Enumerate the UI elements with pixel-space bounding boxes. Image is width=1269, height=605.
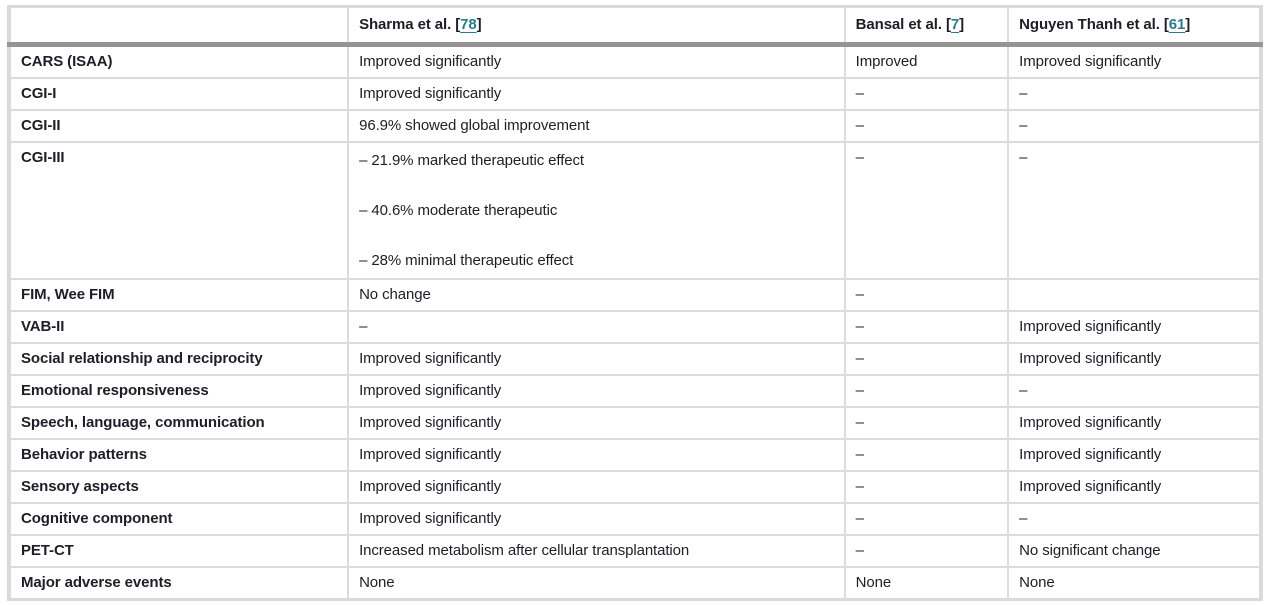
cell-nguyen: – bbox=[1007, 109, 1261, 142]
cell-sharma: Improved significantly bbox=[347, 438, 845, 471]
row-label: PET-CT bbox=[9, 534, 349, 567]
header-row: Sharma et al. [78] Bansal et al. [7] Ngu… bbox=[9, 6, 1261, 47]
row-label: CGI-III bbox=[9, 141, 349, 279]
cell-nguyen: – bbox=[1007, 141, 1261, 279]
cell-bansal: – bbox=[843, 438, 1009, 471]
citation-link-78[interactable]: 78 bbox=[460, 16, 477, 33]
cell-nguyen: Improved significantly bbox=[1007, 310, 1261, 343]
table-row: Social relationship and reciprocity Impr… bbox=[9, 342, 1261, 375]
table-row: CGI-II 96.9% showed global improvement –… bbox=[9, 109, 1261, 142]
cell-sharma: – bbox=[347, 310, 845, 343]
cell-sharma: Improved significantly bbox=[347, 43, 845, 78]
table-row: Sensory aspects Improved significantly –… bbox=[9, 470, 1261, 503]
cell-bansal: – bbox=[843, 502, 1009, 535]
cell-bansal: – bbox=[843, 374, 1009, 407]
cell-bansal: – bbox=[843, 310, 1009, 343]
table-row: PET-CT Increased metabolism after cellul… bbox=[9, 534, 1261, 567]
row-label: Social relationship and reciprocity bbox=[9, 342, 349, 375]
table-row: Major adverse events None None None bbox=[9, 566, 1261, 600]
cell-bansal: – bbox=[843, 109, 1009, 142]
cell-nguyen: Improved significantly bbox=[1007, 406, 1261, 439]
row-label: Major adverse events bbox=[9, 566, 349, 600]
cell-nguyen bbox=[1007, 278, 1261, 311]
cell-nguyen: Improved significantly bbox=[1007, 43, 1261, 78]
cell-sharma: None bbox=[347, 566, 845, 600]
study-name: Bansal et al. bbox=[855, 16, 942, 33]
cell-sharma: Increased metabolism after cellular tran… bbox=[347, 534, 845, 567]
table-row: CGI-III – 21.9% marked therapeutic effec… bbox=[9, 141, 1261, 279]
citation-link-61[interactable]: 61 bbox=[1168, 16, 1186, 33]
table-row: CARS (ISAA) Improved significantly Impro… bbox=[9, 43, 1261, 78]
cell-nguyen: None bbox=[1007, 566, 1261, 600]
row-label: CARS (ISAA) bbox=[9, 43, 349, 78]
row-label: CGI-II bbox=[9, 109, 349, 142]
table-row: FIM, Wee FIM No change – bbox=[9, 278, 1261, 311]
row-label: Emotional responsiveness bbox=[9, 374, 349, 407]
row-label: Behavior patterns bbox=[9, 438, 349, 471]
cell-sharma: – 21.9% marked therapeutic effect – 40.6… bbox=[347, 141, 845, 279]
cell-nguyen: – bbox=[1007, 374, 1261, 407]
row-label: Sensory aspects bbox=[9, 470, 349, 503]
row-label: CGI-I bbox=[9, 77, 349, 110]
cell-bansal: – bbox=[843, 534, 1009, 567]
cell-bansal: Improved bbox=[843, 43, 1009, 78]
cell-bansal: – bbox=[843, 342, 1009, 375]
column-header-bansal: Bansal et al. [7] bbox=[843, 6, 1009, 47]
row-label: Speech, language, communication bbox=[9, 406, 349, 439]
table-row: Speech, language, communication Improved… bbox=[9, 406, 1261, 439]
table-row: CGI-I Improved significantly – – bbox=[9, 77, 1261, 110]
cell-nguyen: Improved significantly bbox=[1007, 342, 1261, 375]
cell-sharma: Improved significantly bbox=[347, 374, 845, 407]
cell-sharma: Improved significantly bbox=[347, 470, 845, 503]
column-header-nguyen: Nguyen Thanh et al. [61] bbox=[1007, 6, 1261, 47]
citation-link-7[interactable]: 7 bbox=[950, 16, 960, 33]
study-name: Nguyen Thanh et al. bbox=[1019, 16, 1160, 33]
table-row: Cognitive component Improved significant… bbox=[9, 502, 1261, 535]
cell-bansal: None bbox=[843, 566, 1009, 600]
cell-nguyen: Improved significantly bbox=[1007, 438, 1261, 471]
row-label: VAB-II bbox=[9, 310, 349, 343]
row-label: Cognitive component bbox=[9, 502, 349, 535]
cell-bansal: – bbox=[843, 141, 1009, 279]
cell-bansal: – bbox=[843, 278, 1009, 311]
citation-bracket: [78] bbox=[455, 16, 482, 33]
corner-cell bbox=[9, 6, 349, 47]
row-label: FIM, Wee FIM bbox=[9, 278, 349, 311]
study-name: Sharma et al. bbox=[359, 16, 452, 33]
cell-sharma: No change bbox=[347, 278, 845, 311]
cell-nguyen: Improved significantly bbox=[1007, 470, 1261, 503]
table-row: Behavior patterns Improved significantly… bbox=[9, 438, 1261, 471]
column-header-sharma: Sharma et al. [78] bbox=[347, 6, 845, 47]
table-row: VAB-II – – Improved significantly bbox=[9, 310, 1261, 343]
cell-sharma: Improved significantly bbox=[347, 342, 845, 375]
citation-bracket: [7] bbox=[945, 16, 965, 33]
cell-nguyen: – bbox=[1007, 502, 1261, 535]
cell-bansal: – bbox=[843, 77, 1009, 110]
citation-bracket: [61] bbox=[1163, 16, 1191, 33]
cell-bansal: – bbox=[843, 406, 1009, 439]
cell-sharma: Improved significantly bbox=[347, 406, 845, 439]
cell-sharma: Improved significantly bbox=[347, 77, 845, 110]
cell-sharma: 96.9% showed global improvement bbox=[347, 109, 845, 142]
study-comparison-table: Sharma et al. [78] Bansal et al. [7] Ngu… bbox=[7, 5, 1263, 601]
cell-nguyen: – bbox=[1007, 77, 1261, 110]
cell-bansal: – bbox=[843, 470, 1009, 503]
cell-sharma: Improved significantly bbox=[347, 502, 845, 535]
table-row: Emotional responsiveness Improved signif… bbox=[9, 374, 1261, 407]
cell-nguyen: No significant change bbox=[1007, 534, 1261, 567]
